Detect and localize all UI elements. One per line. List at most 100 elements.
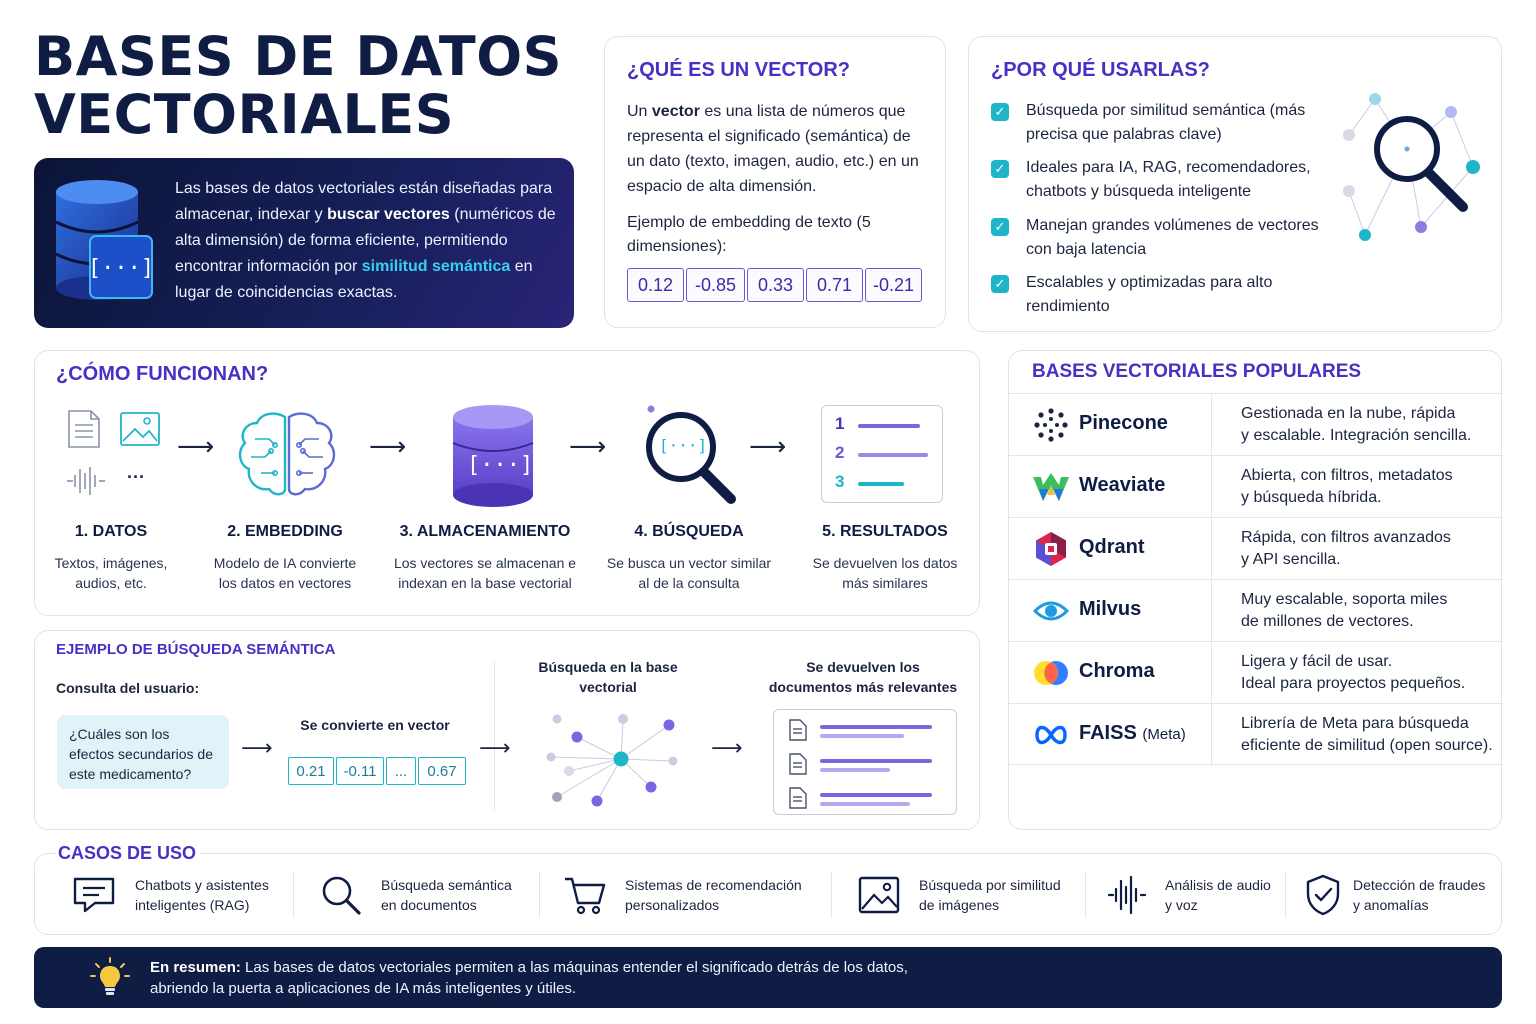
shield-check-icon <box>1306 874 1340 916</box>
vector-value: 0.33 <box>747 268 804 302</box>
results-caption: Se devuelven los documentos más relevant… <box>768 659 958 695</box>
document-icon <box>68 410 100 448</box>
chroma-logo-icon <box>1034 661 1068 685</box>
db-name: Pinecone <box>1079 412 1168 434</box>
how-it-works-card: ¿CÓMO FUNCIONAN? ··· <box>34 350 980 616</box>
vector-database-icon <box>452 405 534 507</box>
brain-icon <box>238 412 336 496</box>
page-title-line2: VECTORIALES <box>34 83 455 146</box>
intro-panel: [···] Las bases de datos vectoriales est… <box>34 158 574 328</box>
step-desc: Modelo de IA convierte los datos en vect… <box>213 555 357 591</box>
db-description: Abierta, con filtros, metadatos y búsqued… <box>1241 467 1453 506</box>
step-desc: Se devuelven los datos más similares <box>812 555 958 591</box>
popular-row-milvus: Milvus Muy escalable, soporta miles de mi… <box>1009 579 1503 642</box>
results-list-icon: 1 2 3 <box>821 405 943 503</box>
search-icon-text: [···] <box>659 436 708 455</box>
meta-logo-icon <box>1035 725 1067 745</box>
page-title-line1: BASES DE DATOS <box>34 25 562 88</box>
db-name: Qdrant <box>1079 536 1145 558</box>
magnifier-network-icon <box>1343 93 1480 241</box>
database-icon: [···] <box>55 180 154 300</box>
result-number: 1 <box>835 414 845 433</box>
query-label: Consulta del usuario: <box>56 680 200 696</box>
cart-icon <box>565 877 606 915</box>
use-case-item: Sistemas de recomendación personalizados <box>563 854 802 936</box>
vector-card: ¿QUÉ ES UN VECTOR? Un vector es una list… <box>604 36 946 328</box>
popular-databases-card: BASES VECTORIALES POPULARES Pinecone Ges… <box>1008 350 1503 830</box>
query-vector-values: 0.21 -0.11 ... 0.67 <box>288 757 468 785</box>
popular-row-qdrant: Qdrant Rápida, con filtros avanzados y AP… <box>1009 517 1503 580</box>
use-cases-card: Chatbots y asistentes inteligentes (RAG) … <box>34 853 1502 935</box>
vector-example-label: Ejemplo de embedding de texto (5 dimensi… <box>627 214 871 255</box>
arrow-right-icon: ⟶ <box>369 431 407 461</box>
step-label: 3. ALMACENAMIENTO <box>399 523 571 540</box>
milvus-logo-icon <box>1033 601 1069 621</box>
image-icon <box>858 876 900 914</box>
arrow-right-icon: ⟶ <box>749 431 787 461</box>
db-name-suffix: (Meta) <box>1142 726 1186 743</box>
use-cases-title: CASOS DE USO <box>56 843 201 864</box>
arrow-right-icon: ⟶ <box>479 735 511 760</box>
use-case-item: Chatbots y asistentes inteligentes (RAG) <box>71 854 269 936</box>
qdrant-logo-icon <box>1036 532 1066 566</box>
check-icon: ✓ <box>991 160 1009 178</box>
check-icon: ✓ <box>991 218 1009 236</box>
popular-row-weaviate: Weaviate Abierta, con filtros, metadatos… <box>1009 455 1503 518</box>
db-description: Rápida, con filtros avanzados y API senci… <box>1241 529 1451 568</box>
why-item: ✓ Manejan grandes volúmenes de vectores c… <box>991 214 1336 262</box>
summary-banner: En resumen: Las bases de datos vectorial… <box>34 947 1502 1008</box>
query-vector-value: ... <box>386 757 416 785</box>
vector-network-icon <box>546 714 678 807</box>
page-title: BASES DE DATOS VECTORIALES <box>34 28 594 144</box>
step-desc: Se busca un vector similar al de la cons… <box>606 555 772 591</box>
arrow-right-icon: ⟶ <box>711 735 743 760</box>
image-icon <box>120 412 160 446</box>
step-desc: Textos, imágenes, audios, etc. <box>54 555 168 591</box>
result-number: 3 <box>835 472 845 491</box>
vector-example-values: 0.12 -0.85 0.33 0.71 -0.21 <box>627 268 924 302</box>
use-case-item: Análisis de audio y voz <box>1107 854 1271 936</box>
data-icons <box>67 410 160 495</box>
popular-row-chroma: Chroma Ligera y fácil de usar. Ideal para… <box>1009 641 1503 704</box>
search-caption: Búsqueda en la base vectorial <box>538 659 678 695</box>
step-label: 2. EMBEDDING <box>227 523 343 540</box>
query-bubble: ¿Cuáles son los efectos secundarios de e… <box>57 715 229 789</box>
vector-value: -0.21 <box>865 268 922 302</box>
arrow-right-icon: ⟶ <box>569 431 607 461</box>
chat-icon <box>73 877 115 913</box>
query-vector-value: 0.67 <box>418 757 466 785</box>
semantic-search-example-card: EJEMPLO DE BÚSQUEDA SEMÁNTICA Consulta d… <box>34 630 980 830</box>
arrow-right-icon: ⟶ <box>177 431 215 461</box>
step-label: 1. DATOS <box>74 523 148 540</box>
intro-highlight: similitud semántica <box>361 258 511 275</box>
step-desc: Los vectores se almacenan e indexan en l… <box>393 555 577 591</box>
result-number: 2 <box>835 443 845 462</box>
vector-card-title: ¿QUÉ ES UN VECTOR? <box>627 59 850 81</box>
why-card-title: ¿POR QUÉ USARLAS? <box>991 59 1210 81</box>
db-name: Milvus <box>1079 598 1142 620</box>
convert-caption: Se convierte en vector <box>300 717 450 733</box>
audio-wave-icon <box>67 467 105 495</box>
arrow-right-icon: ⟶ <box>241 735 273 760</box>
use-case-item: Detección de fraudes y anomalías <box>1305 854 1485 936</box>
why-item: ✓ Escalables y optimizadas para alto rend… <box>991 271 1336 319</box>
why-item: ✓ Ideales para IA, RAG, recomendadores, c… <box>991 156 1336 204</box>
result-documents <box>773 709 957 815</box>
vector-value: 0.71 <box>806 268 863 302</box>
weaviate-logo-icon <box>1033 473 1069 501</box>
audio-wave-icon <box>1107 875 1147 915</box>
db-description: Gestionada en la nube, rápida y escalable… <box>1241 405 1472 444</box>
use-case-item: Búsqueda semántica en documentos <box>319 854 512 936</box>
intro-icon-text: [···] <box>88 256 154 281</box>
query-vector-value: -0.11 <box>336 757 384 785</box>
intro-text: Las bases de datos vectoriales están dis… <box>175 180 556 301</box>
why-card: ¿POR QUÉ USARLAS? ✓ Búsqueda por similitu… <box>968 36 1502 332</box>
vector-description: Un vector es una lista de números que re… <box>627 103 919 195</box>
document-list-icon <box>789 719 932 809</box>
db-description: Ligera y fácil de usar. Ideal para proyec… <box>1241 653 1466 692</box>
search-icon <box>322 876 361 915</box>
popular-row-pinecone: Pinecone Gestionada en la nube, rápida y … <box>1009 393 1503 456</box>
query-vector-value: 0.21 <box>288 757 334 785</box>
why-item: ✓ Búsqueda por similitud semántica (más p… <box>991 99 1336 147</box>
step-label: 4. BÚSQUEDA <box>634 523 744 540</box>
